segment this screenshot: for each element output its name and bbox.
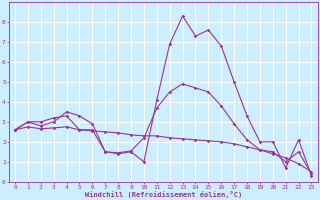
X-axis label: Windchill (Refroidissement éolien,°C): Windchill (Refroidissement éolien,°C): [84, 191, 242, 198]
